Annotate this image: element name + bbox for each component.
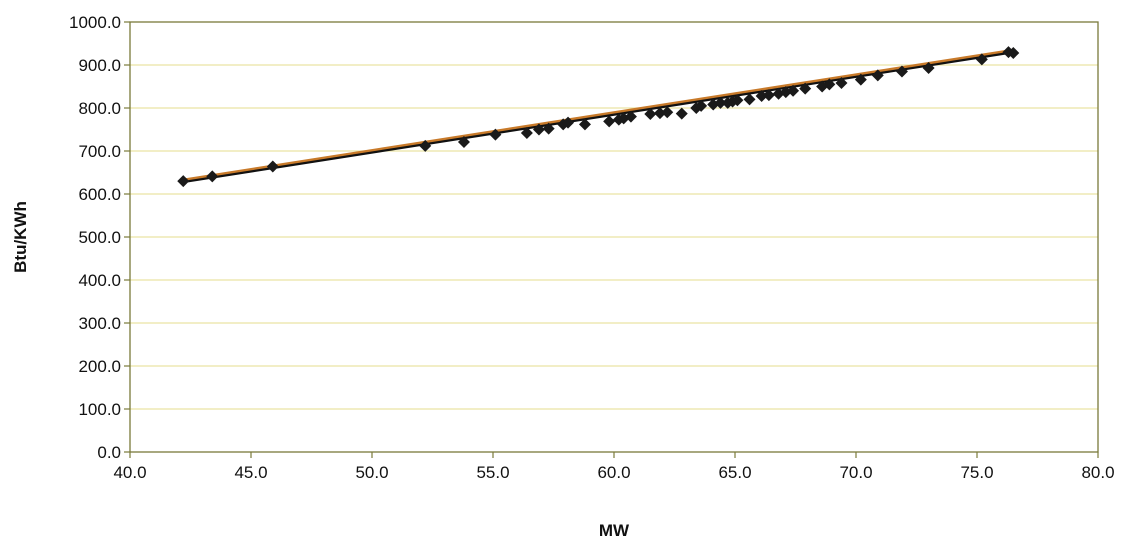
data-point [489,128,502,141]
y-tick-label: 200.0 [78,357,121,376]
data-point [644,108,657,121]
y-tick-label: 1000.0 [69,13,121,32]
x-tick-label: 45.0 [234,463,267,482]
x-tick-label: 60.0 [597,463,630,482]
y-tick-label: 0.0 [97,443,121,462]
y-axis-ticks: 0.0 100.0 200.0 300.0 400.0 500.0 600.0 700.0 80… [69,13,130,462]
data-point [871,69,884,82]
data-point [603,115,616,128]
data-point [787,84,800,97]
x-tick-label: 50.0 [355,463,388,482]
x-tick-label: 40.0 [113,463,146,482]
gridlines [130,64,1098,410]
data-point [743,93,756,106]
data-point [532,123,545,136]
data-point [675,107,688,120]
data-point [661,106,674,119]
data-point [624,110,637,123]
data-point [731,94,744,107]
data-point [823,78,836,91]
data-point [799,82,812,95]
x-axis-title: MW [599,521,630,540]
y-tick-label: 500.0 [78,228,121,247]
data-point [578,118,591,131]
data-point [562,116,575,129]
data-point [922,62,935,75]
x-tick-label: 55.0 [476,463,509,482]
y-tick-label: 700.0 [78,142,121,161]
data-point [419,139,432,152]
data-point [714,96,727,109]
data-point [975,53,988,66]
data-point [762,89,775,102]
x-axis-ticks: 40.0 45.0 50.0 55.0 60.0 65.0 70.0 75.0 80.0 [113,452,1115,482]
trendline [183,48,1014,184]
data-point [520,126,533,139]
data-point [835,77,848,90]
data-point [755,89,768,102]
data-point [177,175,190,188]
trendline-halo [183,48,1014,182]
y-tick-label: 600.0 [78,185,121,204]
y-tick-label: 900.0 [78,56,121,75]
data-points [177,46,1020,188]
data-point [653,107,666,120]
y-tick-label: 800.0 [78,99,121,118]
trendline-line [183,51,1014,184]
data-point [854,73,867,86]
data-point [206,170,219,183]
data-point [695,99,708,112]
x-tick-label: 75.0 [960,463,993,482]
x-tick-label: 80.0 [1081,463,1114,482]
data-point [266,160,279,173]
x-tick-label: 65.0 [718,463,751,482]
x-tick-label: 70.0 [839,463,872,482]
y-axis-title: Btu/KWh [11,201,30,273]
data-point [542,122,555,135]
data-point [457,135,470,148]
y-tick-label: 300.0 [78,314,121,333]
y-tick-label: 400.0 [78,271,121,290]
data-point [895,65,908,78]
data-point [1007,46,1020,59]
y-tick-label: 100.0 [78,400,121,419]
